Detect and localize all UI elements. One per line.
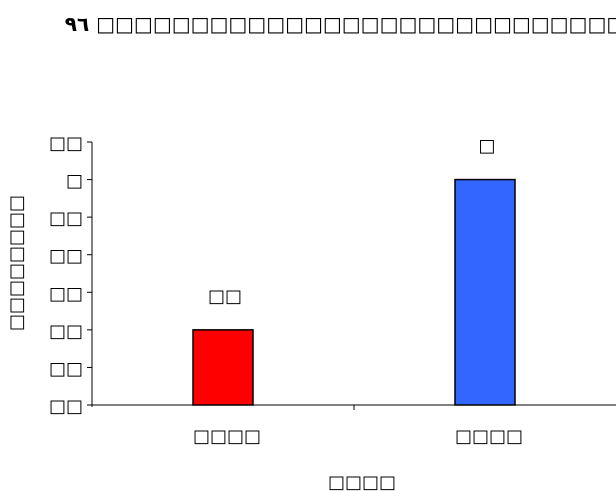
bar-data-label: □□ bbox=[208, 286, 242, 307]
y-tick-label: □□ bbox=[49, 321, 83, 342]
category-label: □□□□ bbox=[193, 426, 261, 447]
y-tick-label: □ bbox=[66, 171, 83, 192]
bar bbox=[192, 329, 254, 406]
data-labels: □□□ bbox=[208, 136, 496, 307]
y-tick-label: □□ bbox=[49, 358, 83, 379]
bar-data-label: □ bbox=[478, 136, 495, 157]
y-tick-label: □□ bbox=[49, 396, 83, 417]
y-tick-label: □□ bbox=[49, 208, 83, 229]
y-ticks: □□□□□□□□□□□□□□□ bbox=[49, 133, 92, 417]
category-label: □□□□ bbox=[455, 426, 523, 447]
y-tick-label: □□ bbox=[49, 133, 83, 154]
axes bbox=[91, 142, 616, 407]
y-axis-label: □□□□□□□□ bbox=[6, 195, 27, 331]
chart-title: ٩٦ □□□□□□□□□□□□□□□□□□□□□□□□□□□□ bbox=[65, 12, 616, 36]
bars bbox=[192, 178, 516, 406]
category-labels: □□□□ □□□□ bbox=[193, 426, 523, 447]
y-tick-label: □□ bbox=[49, 246, 83, 267]
x-axis-label: □□□□ bbox=[328, 472, 396, 491]
bar bbox=[454, 178, 516, 406]
y-tick-label: □□ bbox=[49, 283, 83, 304]
